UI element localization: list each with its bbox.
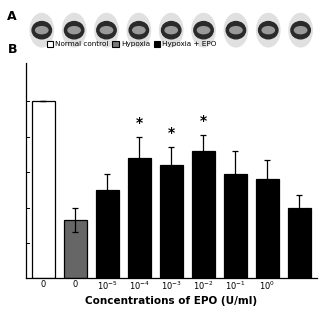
Ellipse shape [289,13,312,47]
Ellipse shape [68,27,80,34]
Text: B: B [8,43,18,56]
Ellipse shape [95,13,118,47]
Bar [32,101,55,278]
Ellipse shape [257,13,280,47]
X-axis label: Concentrations of EPO (U/ml): Concentrations of EPO (U/ml) [85,296,257,306]
Ellipse shape [162,21,181,39]
Ellipse shape [226,21,246,39]
Ellipse shape [129,21,148,39]
Bar [160,165,183,278]
Ellipse shape [32,21,52,39]
Ellipse shape [30,13,53,47]
Ellipse shape [100,27,113,34]
Ellipse shape [133,27,145,34]
Text: *: * [168,126,175,140]
Bar [192,151,215,278]
Ellipse shape [127,13,150,47]
Ellipse shape [294,27,307,34]
Bar [288,208,311,278]
Ellipse shape [36,27,48,34]
Bar [256,179,279,278]
Ellipse shape [197,27,210,34]
Ellipse shape [259,21,278,39]
Text: A: A [7,10,17,23]
Bar [96,190,119,278]
Bar [224,174,247,278]
Ellipse shape [97,21,116,39]
Bar [64,220,87,278]
Ellipse shape [192,13,215,47]
Ellipse shape [194,21,213,39]
Ellipse shape [230,27,242,34]
Ellipse shape [291,21,310,39]
Ellipse shape [224,13,248,47]
Text: *: * [136,116,143,130]
Text: *: * [200,114,207,128]
Legend: Normal control, Hypoxia, Hypoxia + EPO: Normal control, Hypoxia, Hypoxia + EPO [44,38,220,50]
Ellipse shape [64,21,84,39]
Ellipse shape [262,27,275,34]
Ellipse shape [165,27,177,34]
Ellipse shape [62,13,86,47]
Ellipse shape [160,13,183,47]
Bar [128,158,151,278]
